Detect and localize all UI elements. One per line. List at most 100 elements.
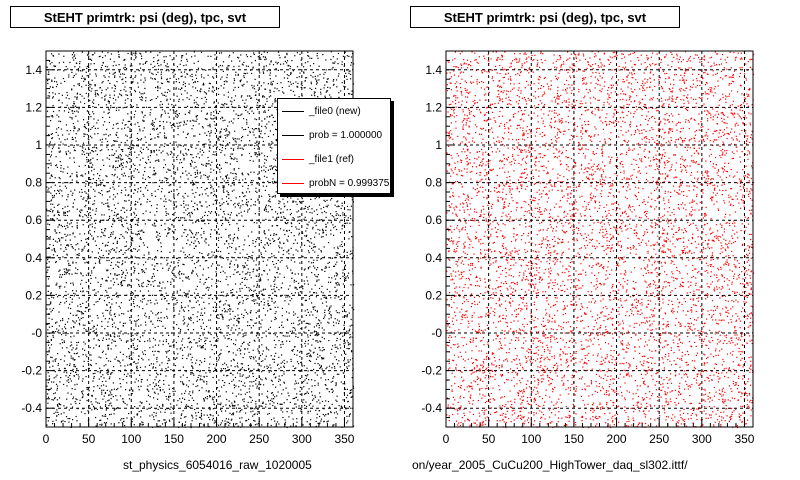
data-point: [227, 327, 229, 329]
data-point: [349, 222, 351, 224]
data-point: [220, 422, 222, 424]
data-point: [336, 58, 338, 60]
data-point: [246, 123, 248, 125]
data-point: [91, 101, 94, 103]
data-point: [204, 96, 206, 98]
data-point: [247, 185, 249, 187]
data-point: [122, 149, 124, 151]
data-point: [217, 403, 219, 405]
data-point: [229, 142, 231, 144]
data-point: [346, 397, 348, 399]
data-point: [133, 213, 136, 215]
data-point: [317, 382, 319, 384]
data-point: [265, 403, 267, 405]
data-point: [57, 211, 59, 213]
data-point: [76, 227, 78, 229]
data-point: [294, 403, 296, 405]
data-point: [208, 222, 210, 225]
data-point: [129, 130, 131, 132]
data-point: [134, 91, 137, 93]
data-point: [174, 73, 176, 75]
data-point: [289, 209, 291, 211]
data-point: [224, 103, 226, 105]
data-point: [111, 372, 113, 374]
data-point: [165, 201, 167, 203]
data-point: [70, 357, 72, 359]
data-point: [227, 202, 229, 205]
data-point: [330, 411, 332, 414]
data-point: [166, 212, 168, 215]
data-point: [224, 303, 226, 305]
data-point: [188, 393, 190, 395]
data-point: [113, 249, 115, 252]
data-point: [70, 393, 72, 395]
data-point: [292, 82, 294, 85]
data-point: [270, 83, 272, 85]
data-point: [220, 236, 222, 238]
data-point: [59, 258, 61, 260]
data-point: [228, 337, 230, 340]
data-point: [107, 244, 109, 247]
data-point: [77, 254, 79, 256]
data-point: [55, 193, 57, 195]
data-point: [258, 276, 260, 278]
data-point: [160, 76, 163, 78]
data-point: [103, 384, 105, 386]
data-point: [89, 152, 91, 154]
data-point: [316, 79, 318, 81]
data-point: [185, 296, 187, 298]
data-point: [253, 300, 255, 302]
data-point: [222, 257, 224, 259]
data-point: [344, 51, 346, 53]
data-point: [163, 181, 165, 183]
data-point: [271, 165, 273, 167]
data-point: [188, 317, 190, 319]
data-point: [171, 104, 173, 106]
data-point: [336, 395, 338, 397]
data-point: [48, 236, 50, 239]
data-point: [63, 168, 65, 170]
data-point: [192, 206, 194, 208]
data-point: [152, 312, 154, 314]
data-point: [78, 322, 80, 324]
data-point: [71, 273, 73, 275]
data-point: [194, 297, 197, 299]
data-point: [110, 392, 112, 394]
data-point: [103, 422, 106, 424]
data-point: [188, 212, 190, 214]
data-point: [134, 164, 136, 166]
data-point: [141, 112, 143, 114]
data-point: [328, 281, 330, 283]
data-point: [168, 388, 170, 390]
data-point: [192, 329, 195, 331]
data-point: [142, 130, 144, 132]
data-point: [107, 80, 109, 82]
data-point: [242, 265, 244, 267]
data-point: [161, 113, 163, 116]
data-point: [196, 261, 198, 263]
data-point: [90, 217, 92, 219]
data-point: [271, 400, 273, 403]
data-point: [210, 171, 212, 173]
data-point: [233, 324, 235, 326]
data-point: [181, 393, 183, 395]
data-point: [154, 160, 157, 162]
data-point: [228, 424, 230, 426]
data-point: [257, 297, 259, 299]
data-point: [98, 345, 100, 347]
data-point: [309, 241, 311, 243]
data-point: [67, 379, 69, 381]
data-point: [296, 203, 298, 205]
data-point: [311, 212, 313, 214]
data-point: [255, 91, 257, 93]
data-point: [68, 264, 70, 266]
data-point: [160, 73, 162, 75]
data-point: [129, 151, 131, 153]
data-point: [276, 82, 278, 85]
data-point: [113, 313, 115, 316]
data-point: [303, 399, 305, 401]
data-point: [184, 322, 186, 324]
data-point: [101, 380, 104, 383]
data-point: [67, 194, 69, 196]
data-point: [229, 132, 231, 134]
